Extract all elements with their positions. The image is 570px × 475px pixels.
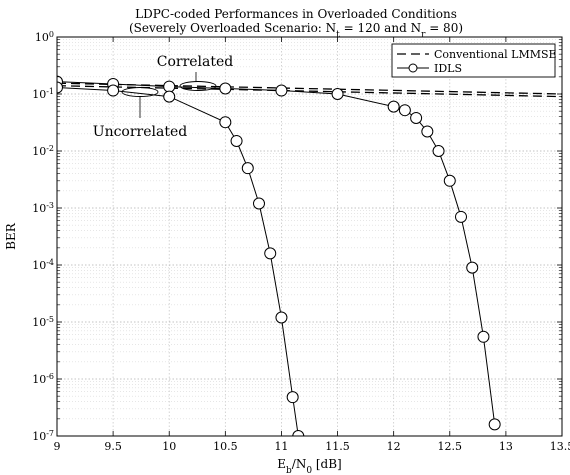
- idls-marker: [292, 430, 305, 436]
- x-tick-labels: 9 9.5 10 10.5 11 11.5 12 12.5 13 13.5: [54, 440, 570, 453]
- grid-lines: [57, 37, 562, 436]
- idls-marker: [477, 330, 490, 343]
- y-tick-label: 10-7: [32, 429, 54, 444]
- idls-marker: [230, 134, 243, 147]
- idls-marker: [275, 311, 288, 324]
- x-tick-label: 9: [54, 440, 61, 453]
- series-1: [57, 85, 562, 98]
- x-tick-label: 13.5: [550, 440, 570, 453]
- legend-box: [391, 43, 556, 78]
- idls-marker: [241, 162, 254, 175]
- idls-marker: [275, 84, 288, 97]
- annotation-ellipse-uncorrelated: [121, 87, 159, 97]
- idls-marker: [163, 80, 176, 93]
- y-tick-label: 10-4: [32, 258, 54, 273]
- idls-marker: [57, 81, 63, 94]
- idls-marker: [107, 84, 120, 97]
- idls-marker: [455, 210, 467, 223]
- idls-marker: [219, 116, 232, 129]
- y-tick-label: 10-2: [32, 144, 54, 159]
- annotation-ellipse-correlated: [179, 81, 217, 91]
- x-tick-label: 10: [162, 440, 176, 453]
- idls-marker: [466, 261, 479, 274]
- y-tick-label: 10-1: [32, 87, 54, 102]
- plot-frame: [56, 36, 563, 437]
- axis-ticks: [56, 36, 563, 437]
- chart-subtitle: (Severely Overloaded Scenario: Nt = 120 …: [129, 21, 463, 40]
- y-axis-label: BER: [4, 222, 18, 250]
- x-tick-label: 12: [387, 440, 401, 453]
- chart-title-group: LDPC-coded Performances in Overloaded Co…: [129, 7, 463, 40]
- annotations: Correlated Uncorrelated: [93, 54, 234, 140]
- idls-marker: [432, 145, 445, 157]
- x-tick-label: 12.5: [438, 440, 463, 453]
- annotation-uncorrelated: Uncorrelated: [93, 124, 187, 140]
- y-tick-label: 10-5: [32, 315, 54, 330]
- legend-marker-idls: [408, 63, 418, 73]
- x-tick-label: 9.5: [104, 440, 122, 453]
- idls-marker: [253, 197, 265, 210]
- idls-marker: [443, 174, 456, 187]
- legend-label-idls: IDLS: [434, 62, 462, 75]
- idls-marker: [331, 88, 344, 100]
- x-tick-label: 11: [274, 440, 288, 453]
- idls-marker: [421, 125, 434, 138]
- x-axis-label: Eb/N0 [dB]: [277, 457, 342, 475]
- y-tick-label: 100: [35, 30, 54, 45]
- y-tick-label: 10-3: [32, 201, 54, 216]
- idls-marker: [286, 391, 299, 404]
- chart-title: LDPC-coded Performances in Overloaded Co…: [135, 7, 457, 21]
- x-tick-label: 13: [499, 440, 513, 453]
- annotation-correlated: Correlated: [157, 54, 234, 70]
- series-3: [57, 81, 305, 436]
- series-2: [57, 75, 501, 431]
- idls-marker: [488, 418, 501, 431]
- idls-marker: [387, 100, 400, 113]
- y-tick-labels: 100 10-1 10-2 10-3 10-4 10-5 10-6 10-7: [32, 30, 54, 444]
- idls-marker: [410, 111, 423, 124]
- idls-marker: [264, 247, 277, 260]
- y-tick-label: 10-6: [32, 372, 54, 387]
- x-tick-label: 10.5: [213, 440, 238, 453]
- lmmse-line: [57, 85, 562, 98]
- x-tick-label: 11.5: [325, 440, 350, 453]
- idls-marker: [398, 104, 411, 117]
- idls-marker: [163, 90, 176, 103]
- legend-label-lmmse: Conventional LMMSE: [434, 48, 557, 61]
- idls-marker: [219, 82, 232, 95]
- idls-line: [57, 81, 496, 425]
